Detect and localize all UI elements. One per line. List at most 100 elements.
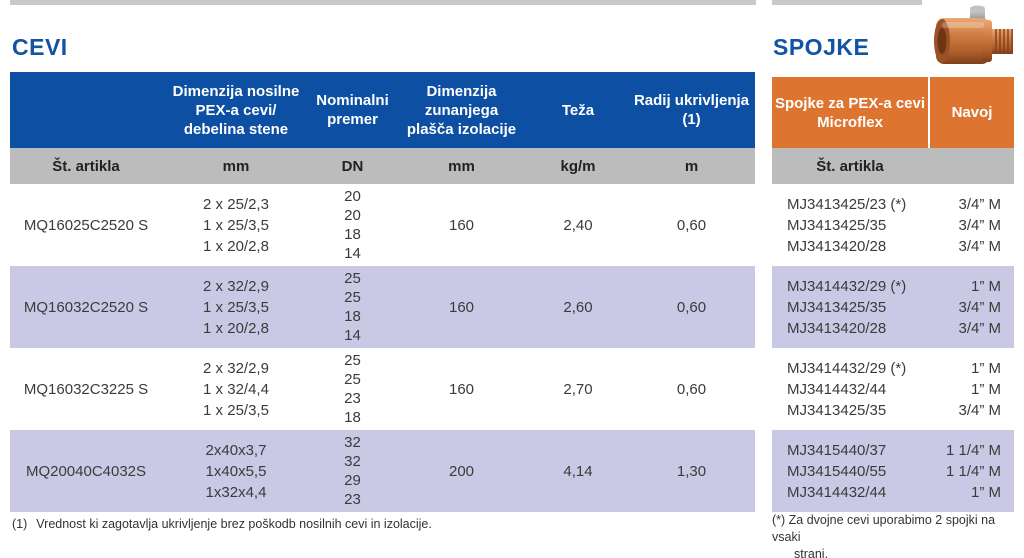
cell-teza: 4,14 xyxy=(563,462,593,480)
footnote-marker: (1) xyxy=(12,517,28,531)
dim-line: 1x32x4,4 xyxy=(205,483,267,501)
dn-line: 20 xyxy=(344,207,361,224)
cell-navoj-list: 3/4” M 3/4” M 3/4” M xyxy=(914,184,1014,266)
cell-navoj-list: 1” M 1” M 3/4” M xyxy=(914,348,1014,430)
dim-line: 2 x 25/2,3 xyxy=(203,195,269,213)
navoj-line: 1” M xyxy=(971,380,1001,398)
navoj-line: 1” M xyxy=(971,359,1001,377)
dn-line: 23 xyxy=(344,491,361,508)
dim-line: 2x40x3,7 xyxy=(205,441,267,459)
coupling-body xyxy=(936,18,990,64)
dn-line: 25 xyxy=(344,371,361,388)
dn-line: 14 xyxy=(344,245,361,262)
brass-coupling-photo xyxy=(934,5,1013,64)
artikel-line: MJ3414432/44 xyxy=(787,380,887,398)
dn-line: 18 xyxy=(344,409,361,426)
dn-line: 14 xyxy=(344,327,361,344)
subheader-dn: DN xyxy=(341,157,364,175)
navoj-line: 3/4” M xyxy=(958,319,1001,337)
navoj-line: 1 1/4” M xyxy=(945,441,1001,459)
dim-line: 1 x 20/2,8 xyxy=(203,319,269,337)
cell-radij: 0,60 xyxy=(676,380,707,398)
table-row: MJ3414432/29 (*) MJ3414432/44 MJ3413425/… xyxy=(772,348,1014,430)
cropped-edge-artifact-left xyxy=(10,0,756,5)
dim-line: 1 x 32/4,4 xyxy=(203,380,269,398)
subheader-st-artikla: Št. artikla xyxy=(52,157,120,175)
cell-dn: 20 20 18 14 xyxy=(310,184,395,266)
cell-artikel-list: MJ3413425/23 (*) MJ3413425/35 MJ3413420/… xyxy=(772,184,914,266)
spojke-table: Spojke za PEX-a cevi Microflex Navoj Št.… xyxy=(772,77,1014,512)
artikel-line: MJ3413425/35 xyxy=(787,401,887,419)
dim-line: 2 x 32/2,9 xyxy=(203,359,269,377)
artikel-line: MJ3413420/28 xyxy=(787,237,887,255)
table-row: MQ16025C2520 S 2 x 25/2,3 1 x 25/3,5 1 x… xyxy=(10,184,755,266)
cell-dn: 32 32 29 23 xyxy=(310,430,395,512)
dn-line: 29 xyxy=(344,472,361,489)
table-row: MQ20040C4032S 2x40x3,7 1x40x5,5 1x32x4,4… xyxy=(10,430,755,512)
artikel-line: MJ3413425/23 (*) xyxy=(787,195,907,213)
cell-dn: 25 25 23 18 xyxy=(310,348,395,430)
artikel-line: MJ3414432/44 xyxy=(787,483,887,501)
cell-radij: 0,60 xyxy=(676,216,707,234)
navoj-line: 1” M xyxy=(971,277,1001,295)
cell-artikel: MQ16025C2520 S xyxy=(23,216,149,234)
cevi-section-title: CEVI xyxy=(12,34,68,60)
dim-line: 1 x 20/2,8 xyxy=(203,237,269,255)
cell-teza: 2,60 xyxy=(563,298,593,316)
header-cell-blank xyxy=(10,72,162,148)
dim-line: 1x40x5,5 xyxy=(205,462,267,480)
cell-teza: 2,70 xyxy=(563,380,593,398)
dim-line: 1 x 25/3,5 xyxy=(203,298,269,316)
subheader-blank xyxy=(928,148,1014,184)
artikel-line: MJ3415440/55 xyxy=(787,462,887,480)
dn-line: 18 xyxy=(344,308,361,325)
dim-line: 1 x 25/3,5 xyxy=(203,216,269,234)
cell-dimenzije: 2 x 32/2,9 1 x 32/4,4 1 x 25/3,5 xyxy=(162,348,310,430)
header-cell-teza: Teža xyxy=(561,101,595,119)
subheader-st-artikla: Št. artikla xyxy=(816,157,884,175)
footnote-line-1: (*) Za dvojne cevi uporabimo 2 spojki na… xyxy=(772,513,996,544)
artikel-line: MJ3415440/37 xyxy=(787,441,887,459)
dim-line: 1 x 25/3,5 xyxy=(203,401,269,419)
footnote-line-2: strani. xyxy=(794,547,829,558)
cell-plasc: 200 xyxy=(448,462,475,480)
artikel-line: MJ3414432/29 (*) xyxy=(787,359,907,377)
dn-line: 18 xyxy=(344,226,361,243)
dn-line: 23 xyxy=(344,390,361,407)
navoj-line: 3/4” M xyxy=(958,195,1001,213)
cell-radij: 0,60 xyxy=(676,298,707,316)
cell-teza: 2,40 xyxy=(563,216,593,234)
cell-dimenzije: 2 x 25/2,3 1 x 25/3,5 1 x 20/2,8 xyxy=(162,184,310,266)
subheader-m: m xyxy=(684,157,699,175)
dn-line: 25 xyxy=(344,352,361,369)
header-cell-plasc-izolacije: Dimenzija zunanjega plašča izolacije xyxy=(406,82,517,138)
header-cell-nominalni-premer: Nominalni premer xyxy=(316,92,389,128)
artikel-line: MJ3413425/35 xyxy=(787,298,887,316)
cell-dimenzije: 2x40x3,7 1x40x5,5 1x32x4,4 xyxy=(162,430,310,512)
cell-navoj-list: 1” M 3/4” M 3/4” M xyxy=(914,266,1014,348)
cell-artikel: MQ16032C3225 S xyxy=(23,380,149,398)
cell-artikel: MQ20040C4032S xyxy=(25,462,147,480)
artikel-line: MJ3413425/35 xyxy=(787,216,887,234)
cell-artikel: MQ16032C2520 S xyxy=(23,298,149,316)
table-row: MQ16032C2520 S 2 x 32/2,9 1 x 25/3,5 1 x… xyxy=(10,266,755,348)
cell-artikel-list: MJ3414432/29 (*) MJ3413425/35 MJ3413420/… xyxy=(772,266,914,348)
header-cell-dimenzija-pex: Dimenzija nosilne PEX-a cevi/ debelina s… xyxy=(172,82,300,138)
cell-artikel-list: MJ3414432/29 (*) MJ3414432/44 MJ3413425/… xyxy=(772,348,914,430)
table-row: MJ3414432/29 (*) MJ3413425/35 MJ3413420/… xyxy=(772,266,1014,348)
table-row: MJ3415440/37 MJ3415440/55 MJ3414432/44 1… xyxy=(772,430,1014,512)
navoj-line: 1 1/4” M xyxy=(945,462,1001,480)
cevi-table: Dimenzija nosilne PEX-a cevi/ debelina s… xyxy=(10,72,755,512)
dn-line: 32 xyxy=(344,453,361,470)
navoj-line: 3/4” M xyxy=(958,216,1001,234)
subheader-mm-2: mm xyxy=(448,157,475,175)
spojke-footnote: (*) Za dvojne cevi uporabimo 2 spojki na… xyxy=(772,512,1022,558)
spojke-section-title: SPOJKE xyxy=(773,34,870,60)
table-row: MQ16032C3225 S 2 x 32/2,9 1 x 32/4,4 1 x… xyxy=(10,348,755,430)
dn-line: 25 xyxy=(344,289,361,306)
header-cell-radij: Radij ukrivljenja (1) xyxy=(633,92,750,128)
header-cell-navoj: Navoj xyxy=(930,77,1014,148)
cell-plasc: 160 xyxy=(448,380,475,398)
navoj-line: 3/4” M xyxy=(958,401,1001,419)
